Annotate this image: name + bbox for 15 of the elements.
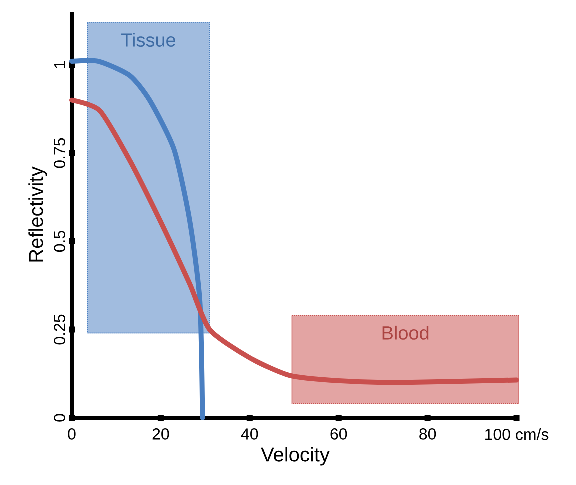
x-tick-label: 0 bbox=[68, 428, 76, 440]
x-tick-label: 40 bbox=[241, 428, 258, 440]
x-tick-label: 20 bbox=[152, 428, 170, 440]
legend-label: Tissue bbox=[122, 33, 176, 47]
x-tick-label: 60 bbox=[330, 428, 348, 440]
legend-label: Blood bbox=[382, 326, 429, 340]
x-tick-label: 100 cm/s bbox=[486, 428, 549, 440]
y-tick-label: 0.25 bbox=[54, 314, 66, 345]
x-tick-label: 80 bbox=[420, 428, 436, 440]
y-tick-label: 0 bbox=[54, 414, 66, 422]
y-tick-label: 0.75 bbox=[54, 138, 66, 168]
x-axis-title: Velocity bbox=[261, 447, 330, 466]
y-axis-title: Reflectivity bbox=[28, 166, 48, 262]
y-tick-label: 0.5 bbox=[54, 231, 66, 252]
y-tick-label: 1 bbox=[54, 61, 66, 68]
